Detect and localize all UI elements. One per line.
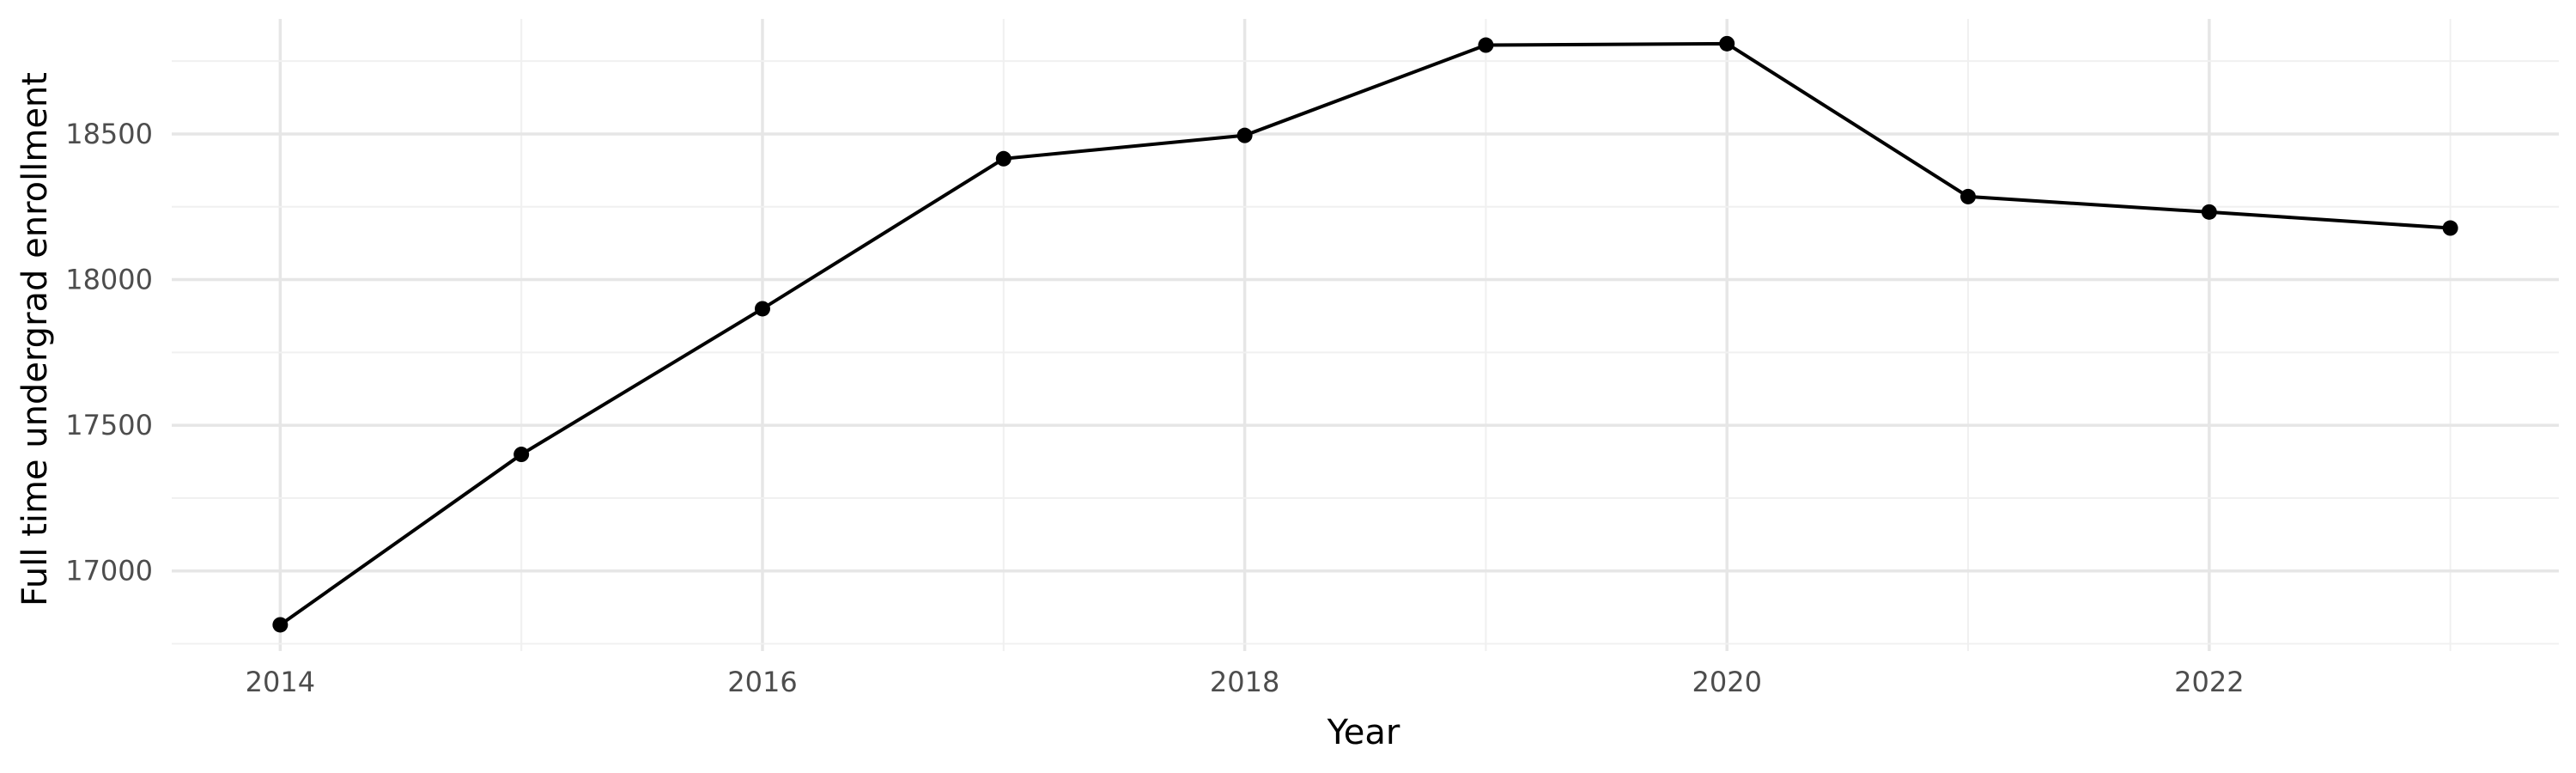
y-axis-ticks: 17000 17500 18000 18500 — [65, 118, 153, 587]
y-tick-label: 18500 — [65, 118, 153, 150]
data-point — [1478, 37, 1494, 53]
x-axis-ticks: 2014 2016 2018 2020 2022 — [246, 666, 2245, 698]
y-axis-title: Full time undergrad enrollment — [15, 72, 55, 606]
gridlines — [172, 19, 2559, 651]
data-point — [1719, 35, 1735, 52]
y-tick-label: 17000 — [65, 555, 153, 587]
x-tick-label: 2022 — [2174, 666, 2244, 698]
data-point — [513, 447, 530, 463]
data-point — [995, 150, 1012, 167]
x-tick-label: 2018 — [1210, 666, 1279, 698]
data-point — [754, 301, 770, 317]
x-tick-label: 2016 — [727, 666, 797, 698]
series-points — [272, 35, 2458, 633]
series-enrollment — [279, 41, 2451, 627]
data-point — [1236, 127, 1253, 143]
data-point — [272, 617, 289, 633]
y-tick-label: 17500 — [65, 409, 153, 441]
x-axis-title: Year — [1327, 713, 1400, 752]
series-line — [279, 41, 2451, 627]
data-point — [2201, 204, 2217, 220]
x-tick-label: 2020 — [1692, 666, 1761, 698]
x-tick-label: 2014 — [246, 666, 315, 698]
data-point — [1960, 188, 1977, 204]
data-point — [2442, 220, 2458, 236]
y-tick-label: 18000 — [65, 264, 153, 296]
